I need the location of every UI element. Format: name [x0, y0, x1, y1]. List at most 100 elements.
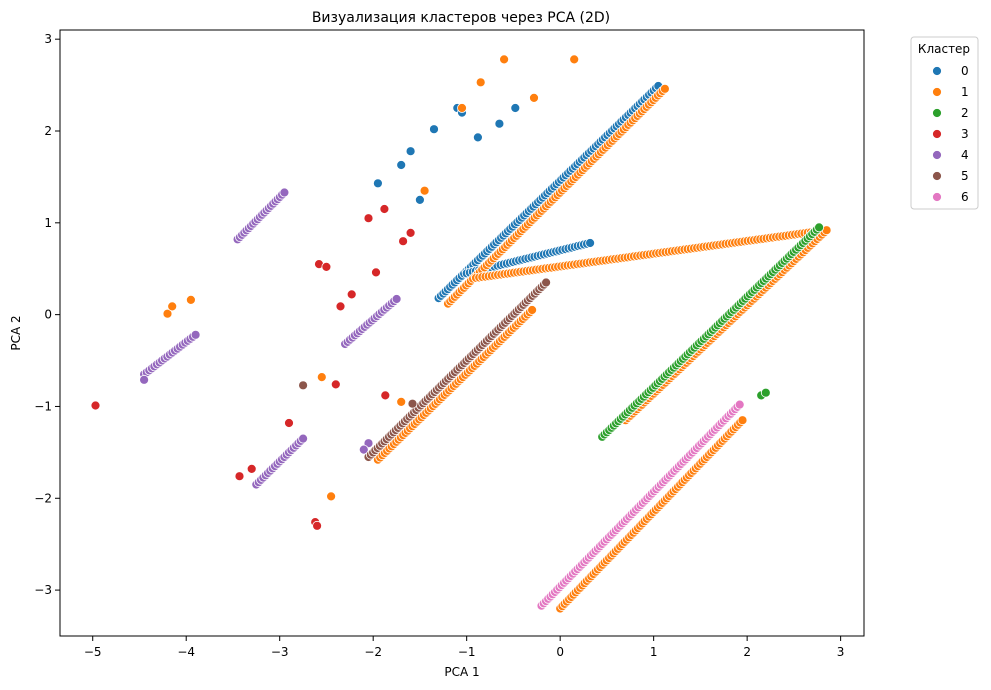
series-1	[162, 54, 832, 614]
y-axis-label: PCA 2	[9, 315, 23, 350]
data-point	[737, 415, 748, 426]
data-point	[312, 520, 323, 531]
y-tick-label: −1	[34, 399, 52, 413]
data-point	[499, 54, 510, 65]
data-point	[90, 400, 101, 411]
data-point	[405, 227, 416, 238]
data-point	[167, 301, 178, 312]
x-tick-label: 3	[837, 645, 845, 659]
legend-label: 5	[961, 169, 969, 183]
data-point	[298, 380, 309, 391]
legend-marker	[932, 171, 942, 181]
x-tick-label: −1	[458, 645, 476, 659]
legend-item: 0	[932, 64, 969, 78]
legend-box	[910, 36, 979, 210]
x-tick-label: −3	[271, 645, 289, 659]
data-point	[391, 294, 402, 304]
data-point	[326, 491, 337, 502]
legend-marker	[932, 129, 942, 139]
data-point	[734, 399, 745, 410]
data-point	[379, 204, 390, 214]
x-tick-label: 1	[650, 645, 658, 659]
series-6	[536, 399, 745, 611]
x-tick-label: −2	[364, 645, 382, 659]
series-2	[597, 222, 824, 442]
y-tick-label: −2	[34, 491, 52, 505]
legend-label: 4	[961, 148, 969, 162]
data-point	[396, 160, 407, 170]
data-point	[190, 329, 201, 340]
data-point	[335, 301, 346, 312]
x-tick-label: −5	[84, 645, 102, 659]
data-point	[298, 433, 309, 444]
y-tick-label: 0	[44, 308, 52, 322]
legend-label: 2	[961, 106, 969, 120]
plot-area	[90, 54, 832, 614]
x-tick-label: −4	[177, 645, 195, 659]
legend-label: 6	[961, 190, 969, 204]
series-4	[139, 187, 402, 490]
series-3	[90, 204, 416, 531]
legend-item: 1	[932, 85, 969, 99]
data-point	[472, 132, 483, 143]
data-point	[529, 93, 539, 103]
legend-item: 6	[932, 190, 969, 204]
legend-marker	[932, 108, 942, 118]
data-point	[527, 305, 537, 315]
legend-item: 4	[932, 148, 969, 162]
data-point	[316, 372, 327, 383]
data-point	[234, 471, 245, 482]
data-point	[372, 178, 383, 189]
data-point	[541, 277, 551, 288]
data-point	[407, 398, 418, 409]
data-point	[346, 289, 357, 300]
legend-title: Кластер	[918, 42, 970, 56]
x-tick-label: 2	[743, 645, 751, 659]
data-point	[363, 213, 374, 224]
chart-title: Визуализация кластеров через PCA (2D)	[312, 10, 610, 26]
series-5	[298, 277, 551, 462]
legend-item: 3	[932, 127, 969, 141]
legend-item: 5	[932, 169, 969, 183]
data-point	[494, 118, 505, 129]
data-point	[284, 418, 294, 428]
y-tick-label: 2	[44, 124, 52, 138]
legend-marker	[932, 87, 942, 97]
data-point	[569, 54, 580, 65]
data-point	[380, 390, 391, 401]
data-point	[475, 77, 486, 88]
legend-item: 2	[932, 106, 969, 120]
y-tick-label: −3	[34, 583, 52, 597]
y-tick-label: 1	[44, 216, 52, 230]
y-tick-label: 3	[44, 32, 52, 46]
data-point	[371, 267, 381, 278]
legend-marker	[932, 192, 942, 202]
x-axis-label: PCA 1	[444, 665, 479, 679]
plot-frame	[59, 29, 865, 637]
legend-marker	[932, 66, 942, 76]
legend: Кластер 0 1 2 3 4 5 6	[910, 36, 979, 210]
data-point	[330, 379, 341, 390]
data-point	[405, 146, 416, 157]
data-point	[760, 387, 771, 398]
data-point	[398, 236, 409, 247]
legend-marker	[932, 150, 942, 160]
data-point	[457, 103, 467, 113]
data-point	[429, 124, 439, 135]
data-point	[246, 463, 257, 474]
data-point	[162, 308, 173, 319]
data-point	[419, 185, 430, 196]
legend-label: 1	[961, 85, 969, 99]
data-point	[139, 374, 150, 385]
data-point	[414, 194, 425, 205]
x-tick-label: 0	[556, 645, 564, 659]
data-point	[358, 444, 369, 455]
data-point	[321, 261, 332, 272]
data-point	[279, 187, 290, 198]
data-point	[396, 396, 407, 407]
data-point	[510, 103, 521, 113]
data-point	[814, 222, 824, 233]
legend-label: 0	[961, 64, 969, 78]
legend-label: 3	[961, 127, 969, 141]
